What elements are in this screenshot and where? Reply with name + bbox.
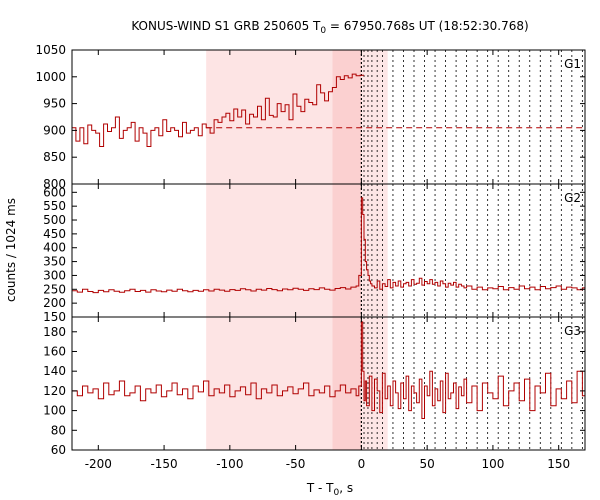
- panel-G1-y-tick-label-3: 950: [43, 97, 66, 111]
- panel-G3-y-tick-label-1: 80: [51, 423, 66, 437]
- chart-title-main: KONUS-WIND S1 GRB 250605 T: [131, 19, 321, 33]
- panel-G3-shade-0: [206, 317, 333, 450]
- panel-G1-shade-0: [206, 50, 333, 184]
- panel-G3-y-tick-label-6: 180: [43, 325, 66, 339]
- panel-G2-shade-0: [206, 184, 333, 317]
- panel-G2-y-tick-label-2: 250: [43, 282, 66, 296]
- panel-G3-y-tick-label-0: 60: [51, 443, 66, 457]
- y-axis-label: counts / 1024 ms: [4, 198, 18, 302]
- x-tick-label-2: -100: [216, 457, 243, 471]
- x-tick-label-6: 100: [481, 457, 504, 471]
- panel-G2-y-tick-label-0: 150: [43, 310, 66, 324]
- panel-G1-label: G1: [564, 57, 581, 71]
- panel-G1-y-tick-label-2: 900: [43, 123, 66, 137]
- panel-G3-frame: [71, 316, 586, 451]
- panel-G2-y-tick-label-1: 200: [43, 296, 66, 310]
- panel-G3-y-tick-label-4: 140: [43, 364, 66, 378]
- panel-G2-y-tick-label-3: 300: [43, 268, 66, 282]
- panel-G2-label: G2: [564, 191, 581, 205]
- panel-G3-y-tick-label-3: 120: [43, 384, 66, 398]
- x-tick-label-0: -200: [85, 457, 112, 471]
- panel-G2-y-tick-label-7: 500: [43, 213, 66, 227]
- panel-G1-y-tick-label-4: 1000: [35, 70, 66, 84]
- chart-title: KONUS-WIND S1 GRB 250605 T0 = 67950.768s…: [131, 19, 528, 36]
- chart-title-sub: 0: [320, 26, 326, 36]
- panel-G2-y-tick-label-8: 550: [43, 199, 66, 213]
- panel-G1-y-tick-label-0: 800: [43, 177, 66, 191]
- x-tick-label-1: -150: [150, 457, 177, 471]
- panel-G1-y-tick-label-5: 1050: [35, 43, 66, 57]
- x-axis-label-sub: 0: [334, 488, 340, 498]
- x-tick-label-7: 150: [547, 457, 570, 471]
- panel-G3-shade-1: [332, 317, 362, 450]
- panel-G1-series: [72, 73, 364, 147]
- x-axis-label-rest: , s: [339, 481, 353, 495]
- panel-G3-series: [72, 321, 585, 419]
- x-tick-label-4: 0: [358, 457, 366, 471]
- panel-G3-y-tick-label-5: 160: [43, 344, 66, 358]
- chart-title-rest: = 67950.768s UT (18:52:30.768): [326, 19, 529, 33]
- panel-G1-y-tick-label-1: 850: [43, 150, 66, 164]
- panel-G2-y-tick-label-9: 600: [43, 185, 66, 199]
- panel-G3-y-tick-label-2: 100: [43, 404, 66, 418]
- panel-G2-y-tick-label-6: 450: [43, 227, 66, 241]
- panel-G2-y-tick-label-4: 350: [43, 255, 66, 269]
- panel-G1-shade-2: [361, 50, 388, 184]
- x-axis-label: T - T0, s: [306, 481, 353, 498]
- panel-G1-shade-1: [332, 50, 362, 184]
- x-tick-label-3: -50: [286, 457, 306, 471]
- panel-G2-shade-1: [332, 184, 362, 317]
- x-tick-label-5: 50: [420, 457, 435, 471]
- panel-G2-y-tick-label-5: 400: [43, 241, 66, 255]
- panel-G3-label: G3: [564, 324, 581, 338]
- panel-G2-series: [72, 197, 585, 294]
- x-axis-label-main: T - T: [306, 481, 334, 495]
